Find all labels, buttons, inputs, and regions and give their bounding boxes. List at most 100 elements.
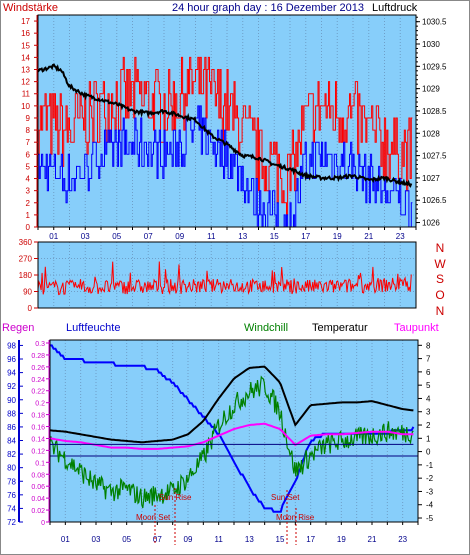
humidity-axis-label: 84 <box>7 437 16 446</box>
temperature-title: Temperatur <box>312 322 368 334</box>
wind-hour-label: 23 <box>396 232 405 241</box>
wind-axis-label: 0 <box>26 223 31 232</box>
climate-hour-label: 21 <box>368 535 377 544</box>
pressure-title: Luftdruck <box>372 2 418 14</box>
wind-axis-label: 1 <box>26 211 31 220</box>
direction-axis-label: 0 <box>28 304 33 313</box>
humidity-axis-label: 78 <box>7 477 16 486</box>
compass-label-n: N <box>436 241 445 255</box>
pressure-axis-label: 1030.5 <box>422 18 447 27</box>
compass-label-o: O <box>435 288 444 302</box>
pressure-axis-label: 1030 <box>422 40 440 49</box>
wind-axis-label: 15 <box>21 41 30 50</box>
climate-hour-label: 05 <box>122 535 131 544</box>
wind-axis-label: 3 <box>26 187 31 196</box>
temperature-axis-label: 2 <box>426 421 431 430</box>
climate-hour-label: 09 <box>184 535 193 544</box>
climate-hour-label: 19 <box>337 535 346 544</box>
humidity-axis-label: 88 <box>7 409 16 418</box>
rain-axis-label: 0 <box>41 520 45 527</box>
temperature-line <box>49 365 414 444</box>
humidity-axis-label: 82 <box>7 450 16 459</box>
wind-axis-label: 17 <box>21 17 30 26</box>
rain-axis-label: 0.12 <box>31 448 45 455</box>
temperature-axis-label: 3 <box>426 408 431 417</box>
rain-axis-label: 0.24 <box>31 377 45 384</box>
pressure-axis-label: 1029.5 <box>422 62 447 71</box>
humidity-axis-label: 76 <box>7 491 16 500</box>
pressure-axis-label: 1026.5 <box>422 196 447 205</box>
wind-axis-label: 7 <box>26 138 31 147</box>
climate-hour-label: 15 <box>276 535 285 544</box>
wind-axis-label: 8 <box>26 126 31 135</box>
temperature-axis-label: 5 <box>426 381 431 390</box>
humidity-axis-label: 96 <box>7 355 16 364</box>
climate-hour-label: 17 <box>306 535 315 544</box>
compass-label-w: W <box>434 257 446 271</box>
temperature-axis-label: 4 <box>426 394 431 403</box>
climate-hour-label: 07 <box>153 535 162 544</box>
wind-gust-line <box>38 56 413 216</box>
humidity-axis-label: 98 <box>7 341 16 350</box>
wind-hour-label: 01 <box>49 232 58 241</box>
wind-axis-label: 12 <box>21 78 30 87</box>
climate-hour-label: 11 <box>215 535 224 544</box>
temperature-axis-label: -3 <box>426 487 434 496</box>
wind-axis-label: 2 <box>26 199 31 208</box>
temperature-axis-label: -1 <box>426 461 434 470</box>
sun-set-label: Sun Set <box>271 493 300 502</box>
wind-axis-label: 11 <box>22 90 31 99</box>
climate-panel: 727476788082848688909294969800.020.040.0… <box>7 339 434 545</box>
wind-hour-label: 17 <box>301 232 310 241</box>
wind-axis-label: 9 <box>26 114 31 123</box>
wind-axis-label: 16 <box>21 29 30 38</box>
windchill-title: Windchill <box>244 322 288 334</box>
wind-hour-label: 03 <box>81 232 90 241</box>
humidity-axis-label: 92 <box>7 382 16 391</box>
rain-axis-label: 0.18 <box>31 413 45 420</box>
wind-hour-label: 19 <box>333 232 342 241</box>
wind-axis-label: 14 <box>21 53 30 62</box>
temperature-axis-label: -2 <box>426 474 434 483</box>
rain-title: Regen <box>2 322 34 334</box>
humidity-axis-label: 74 <box>7 504 16 513</box>
temperature-axis-label: -5 <box>426 514 434 523</box>
temperature-axis-label: 6 <box>426 368 431 377</box>
humidity-axis-label: 72 <box>7 518 16 527</box>
temperature-axis-label: 8 <box>426 341 431 350</box>
temperature-axis-label: 1 <box>426 434 431 443</box>
pressure-axis-label: 1027.5 <box>422 152 447 161</box>
humidity-axis-label: 80 <box>7 464 16 473</box>
wind-strength-title: Windstärke <box>3 2 58 14</box>
wind-axis-label: 4 <box>26 175 31 184</box>
compass-label-n: N <box>436 304 445 318</box>
rain-axis-label: 0.3 <box>35 341 45 348</box>
graph-date-title: 24 hour graph day : 16 Dezember 2013 <box>172 2 364 14</box>
moon-set-label: Moon Set <box>136 513 171 522</box>
wind-hour-label: 07 <box>144 232 153 241</box>
humidity-axis-label: 90 <box>7 396 16 405</box>
wind-axis-label: 5 <box>26 162 31 171</box>
rain-axis-label: 0.08 <box>31 472 45 479</box>
rain-axis-label: 0.16 <box>31 425 45 432</box>
rain-axis-label: 0.06 <box>31 484 45 491</box>
rain-axis-label: 0.14 <box>31 436 45 443</box>
wind-direction-line <box>37 261 412 296</box>
wind-hour-label: 15 <box>270 232 279 241</box>
pressure-axis-label: 1027 <box>422 174 440 183</box>
direction-axis-label: 360 <box>19 238 33 247</box>
pressure-axis-label: 1029 <box>422 85 440 94</box>
rain-axis-label: 0.04 <box>31 496 45 503</box>
wind-average-line <box>38 105 413 228</box>
humidity-title: Luftfeuchte <box>66 322 120 334</box>
rain-axis-label: 0.1 <box>35 460 45 467</box>
rain-axis-label: 0.28 <box>31 353 45 360</box>
sun-rise-label: Sun Rise <box>159 493 192 502</box>
wind-axis-label: 10 <box>21 102 30 111</box>
wind-axis-label: 6 <box>26 150 31 159</box>
rain-axis-label: 0.2 <box>35 401 45 408</box>
direction-axis-label: 180 <box>19 271 33 280</box>
